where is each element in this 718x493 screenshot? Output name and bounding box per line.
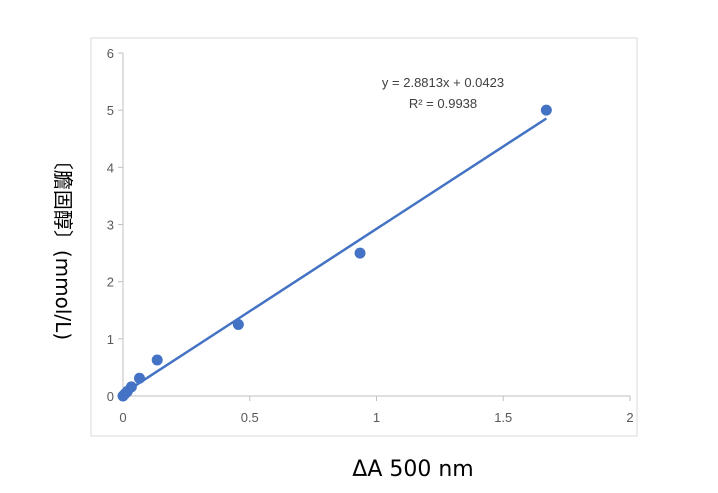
x-tick-label: 0.5 xyxy=(241,410,259,425)
x-axis-ticks: 0 0.5 1 1.5 2 xyxy=(119,396,634,425)
data-point xyxy=(354,247,366,259)
trendline-equation: y = 2.8813x + 0.0423 xyxy=(382,75,504,90)
data-points xyxy=(117,104,552,402)
y-tick-label: 4 xyxy=(107,160,114,175)
y-tick-label: 3 xyxy=(107,218,114,233)
y-tick-label: 5 xyxy=(107,103,114,118)
data-point xyxy=(540,104,552,116)
y-tick-label: 0 xyxy=(107,389,114,404)
data-point xyxy=(151,354,163,366)
data-point xyxy=(125,381,137,393)
x-tick-label: 1.5 xyxy=(494,410,512,425)
y-axis-ticks: 0 1 2 3 4 5 6 xyxy=(107,46,123,404)
data-point xyxy=(232,319,244,331)
data-point xyxy=(133,372,145,384)
y-tick-label: 6 xyxy=(107,46,114,61)
x-axis-label: ΔA 500 nm xyxy=(352,457,473,482)
trendline-r2: R² = 0.9938 xyxy=(409,96,477,111)
x-tick-label: 0 xyxy=(119,410,126,425)
x-tick-label: 1 xyxy=(373,410,380,425)
x-tick-label: 2 xyxy=(626,410,633,425)
y-tick-label: 2 xyxy=(107,275,114,290)
y-axis-label: 〔膽固醇〕(mmol/L) xyxy=(51,150,75,340)
y-tick-label: 1 xyxy=(107,332,114,347)
trendline xyxy=(122,117,548,395)
